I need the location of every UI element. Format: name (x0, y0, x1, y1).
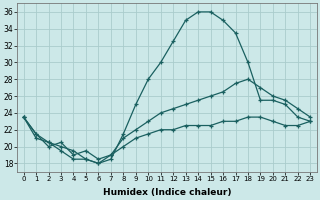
X-axis label: Humidex (Indice chaleur): Humidex (Indice chaleur) (103, 188, 231, 197)
